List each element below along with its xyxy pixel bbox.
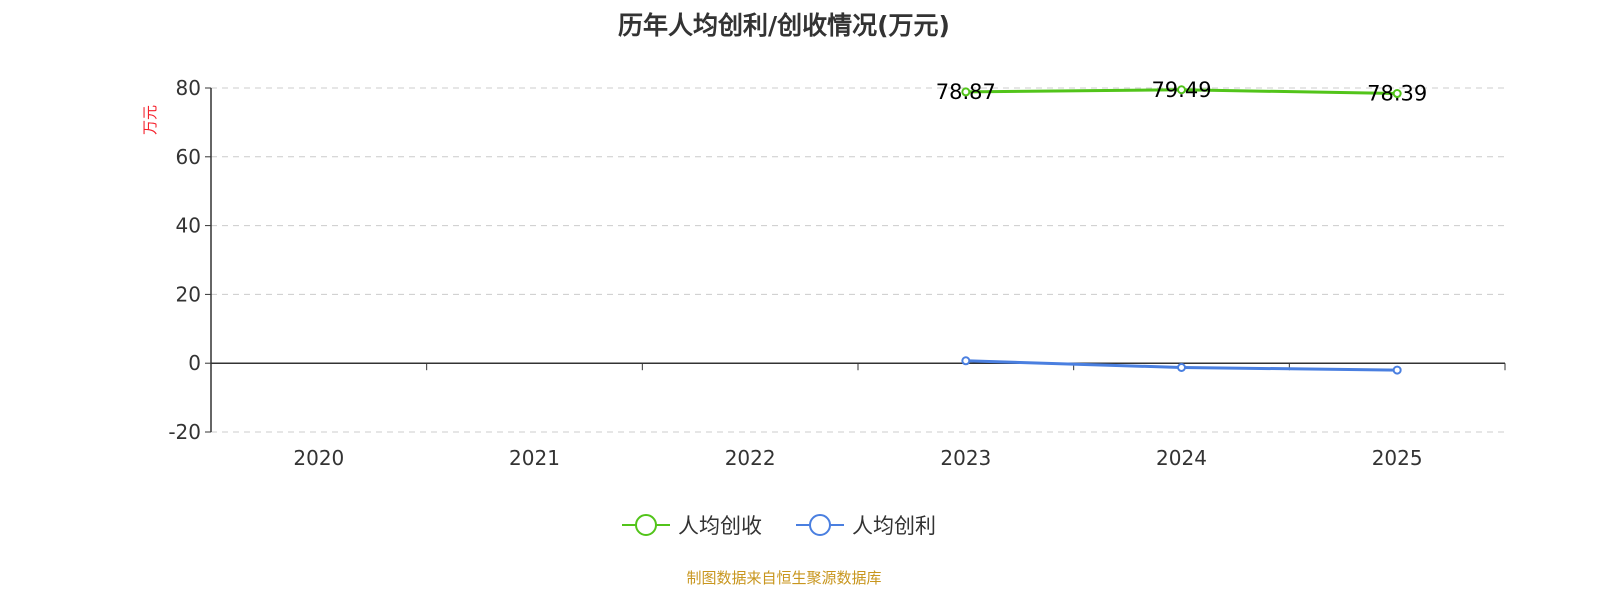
y-tick-label: 80 [176, 76, 201, 100]
legend-marker [809, 514, 831, 536]
x-tick-label: 2021 [509, 446, 560, 470]
data-point [1392, 89, 1402, 99]
legend-label: 人均创利 [852, 514, 936, 538]
x-tick-label: 2022 [725, 446, 776, 470]
y-tick-label: 40 [176, 214, 201, 238]
y-tick-label: 0 [188, 351, 201, 375]
legend-marker [635, 514, 657, 536]
data-point [961, 87, 971, 97]
data-point [961, 356, 971, 366]
data-label: 78.39 [1367, 82, 1427, 106]
data-point [1177, 85, 1186, 95]
x-tick-label: 2025 [1372, 446, 1423, 470]
y-axis-label: 万元 [141, 105, 159, 135]
source-note: 制图数据来自恒生聚源数据库 [686, 569, 882, 587]
x-tick-label: 2020 [293, 446, 344, 470]
y-tick-label: -20 [168, 420, 201, 444]
y-tick-label: 20 [176, 282, 201, 306]
data-point [1177, 363, 1186, 372]
chart-title: 历年人均创利/创收情况(万元) [618, 11, 950, 40]
data-point [1392, 365, 1402, 375]
data-label: 79.49 [1151, 78, 1211, 102]
y-tick-label: 60 [176, 145, 201, 169]
legend-label: 人均创收 [678, 514, 762, 538]
data-label: 78.87 [936, 80, 996, 104]
x-tick-label: 2024 [1156, 446, 1207, 470]
x-tick-label: 2023 [940, 446, 991, 470]
